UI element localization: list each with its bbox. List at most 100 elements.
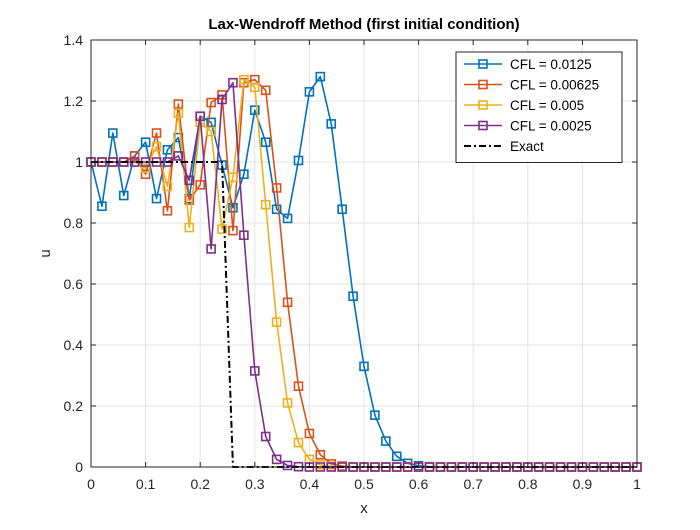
data-point	[184, 222, 195, 233]
data-point	[260, 431, 271, 442]
legend-label: CFL = 0.0025	[510, 119, 592, 134]
ticks: 0 0.1 0.2 0.3 0.4 0.5 0.6 0.7 0.8 0.9 1 0 0.2 0.4 0.6 0…	[64, 32, 642, 492]
data-point	[206, 126, 216, 137]
series-4	[91, 161, 637, 468]
y-tick-label: 0.4	[64, 337, 84, 353]
data-point	[260, 85, 271, 96]
x-tick-label: 0.3	[245, 476, 265, 492]
data-point	[260, 199, 271, 210]
x-tick-label: 0	[87, 476, 95, 492]
data-point	[391, 451, 402, 462]
x-tick-label: 0.5	[354, 476, 374, 492]
legend: CFL = 0.0125 CFL = 0.00625 CFL = 0.005 CFL …	[455, 51, 623, 163]
data-point	[184, 175, 195, 186]
data-point	[151, 128, 162, 138]
data-point	[271, 317, 282, 327]
data-point	[293, 381, 304, 391]
data-point	[348, 291, 358, 302]
data-point	[97, 201, 107, 212]
data-point	[195, 180, 205, 190]
legend-marker	[478, 120, 488, 131]
data-point	[151, 141, 162, 152]
y-axis-label: u	[37, 249, 54, 257]
legend-marker	[478, 100, 488, 110]
data-point	[326, 119, 337, 129]
data-point	[108, 128, 118, 138]
data-point	[118, 190, 129, 201]
data-point	[271, 204, 282, 215]
data-point	[228, 225, 238, 236]
legend-label: Exact	[510, 139, 544, 154]
data-point	[271, 183, 282, 193]
data-point	[315, 449, 326, 460]
legend-label: CFL = 0.00625	[510, 78, 599, 93]
chart-title: Lax-Wendroff Method (first initial condi…	[208, 16, 519, 33]
data-point	[151, 193, 162, 204]
y-tick-label: 1.2	[64, 93, 84, 109]
data-point	[162, 181, 173, 192]
data-point	[217, 224, 227, 234]
data-point	[228, 172, 238, 183]
data-point	[293, 437, 304, 448]
data-point	[173, 108, 184, 118]
y-tick-label: 0.8	[64, 215, 84, 231]
x-tick-label: 0.2	[190, 476, 210, 492]
data-point	[140, 169, 151, 179]
data-point	[129, 151, 140, 161]
legend-box	[455, 51, 623, 163]
y-tick-label: 0.6	[64, 276, 84, 292]
legend-label: CFL = 0.005	[510, 98, 584, 113]
data-point	[173, 99, 184, 109]
data-point	[184, 195, 195, 205]
data-point	[239, 74, 249, 85]
legend-marker	[478, 59, 488, 69]
data-point	[239, 230, 249, 240]
data-point	[282, 460, 293, 471]
data-point	[206, 244, 216, 254]
data-point	[304, 87, 315, 97]
x-tick-label: 0.4	[300, 476, 320, 492]
legend-label: CFL = 0.0125	[510, 57, 592, 72]
x-tick-label: 0.8	[518, 476, 538, 492]
data-point	[228, 77, 238, 88]
data-point	[162, 206, 173, 216]
data-point	[195, 111, 205, 122]
data-point	[282, 297, 293, 308]
data-point	[370, 410, 380, 420]
data-point	[206, 97, 216, 108]
data-point	[304, 428, 315, 439]
data-point	[250, 82, 260, 93]
data-point	[250, 105, 260, 115]
legend-marker	[478, 79, 488, 90]
data-point	[162, 145, 173, 155]
data-point	[173, 151, 184, 161]
data-point	[315, 71, 326, 82]
data-point	[282, 398, 293, 408]
data-point	[359, 361, 369, 372]
y-tick-label: 1	[75, 154, 83, 170]
data-point	[206, 117, 216, 128]
data-point	[282, 213, 293, 224]
data-point	[250, 366, 260, 376]
x-tick-label: 0.6	[409, 476, 429, 492]
y-tick-label: 1.4	[64, 32, 84, 48]
data-point	[337, 204, 347, 215]
series-line	[91, 161, 637, 468]
data-point	[228, 202, 238, 213]
data-point	[140, 163, 151, 173]
data-point	[293, 155, 304, 166]
x-tick-label: 0.7	[463, 476, 483, 492]
data-point	[271, 454, 282, 465]
x-tick-label: 0.1	[136, 476, 156, 492]
data-point	[381, 436, 391, 446]
x-tick-label: 1	[633, 476, 641, 492]
data-point	[140, 137, 151, 147]
y-tick-label: 0.2	[64, 398, 84, 414]
data-point	[217, 94, 227, 105]
x-tick-label: 0.9	[573, 476, 593, 492]
data-point	[260, 137, 271, 147]
y-tick-label: 0	[75, 459, 83, 475]
x-axis-label: x	[360, 500, 368, 517]
